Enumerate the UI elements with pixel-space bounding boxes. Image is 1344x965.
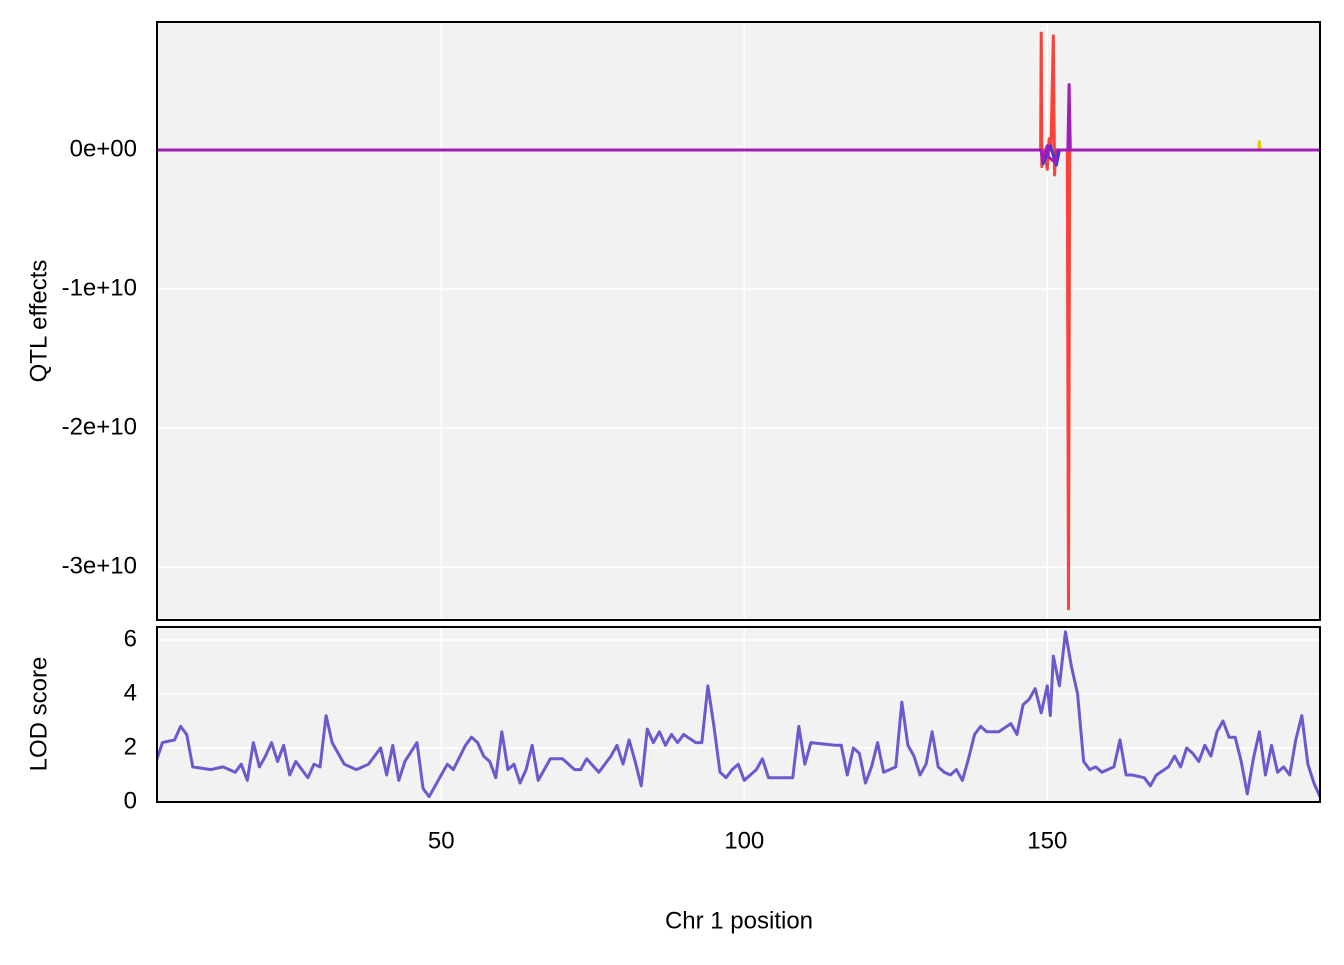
series-line — [157, 83, 1320, 164]
plot-background — [157, 627, 1320, 802]
plot-border — [156, 626, 1321, 803]
y-tick-label: 0e+00 — [70, 135, 137, 162]
y-axis-title: QTL effects — [25, 260, 52, 383]
y-tick-label: 4 — [124, 679, 137, 706]
y-tick-label: 0 — [124, 787, 137, 814]
plot-area — [157, 31, 1320, 611]
y-tick-label: -2e+10 — [62, 413, 137, 440]
plot-border — [156, 21, 1321, 621]
x-axis-title: Chr 1 position — [665, 907, 813, 934]
y-tick-label: -1e+10 — [62, 274, 137, 301]
plot-area — [157, 630, 1320, 799]
x-tick-label: 50 — [428, 827, 455, 854]
y-tick-label: -3e+10 — [62, 552, 137, 579]
plot-background — [157, 22, 1320, 620]
y-tick-label: 6 — [124, 625, 137, 652]
series-line — [157, 630, 1320, 799]
x-tick-label: 150 — [1027, 827, 1067, 854]
x-tick-label: 100 — [724, 827, 764, 854]
y-axis-title: LOD score — [25, 657, 52, 772]
y-tick-label: 2 — [124, 733, 137, 760]
